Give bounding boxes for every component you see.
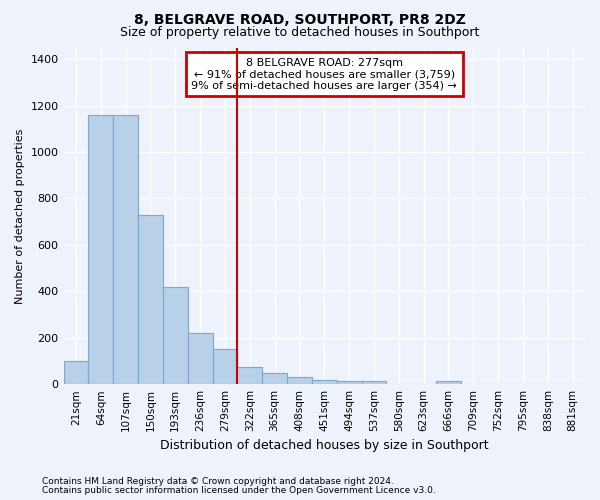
Bar bbox=[436, 380, 461, 384]
Bar bbox=[138, 214, 163, 384]
Bar bbox=[113, 115, 138, 384]
Bar bbox=[287, 377, 312, 384]
Bar bbox=[64, 361, 88, 384]
Bar bbox=[188, 333, 212, 384]
Bar bbox=[362, 380, 386, 384]
Bar bbox=[312, 380, 337, 384]
Text: Contains public sector information licensed under the Open Government Licence v3: Contains public sector information licen… bbox=[42, 486, 436, 495]
Text: Size of property relative to detached houses in Southport: Size of property relative to detached ho… bbox=[121, 26, 479, 39]
Bar bbox=[337, 380, 362, 384]
Y-axis label: Number of detached properties: Number of detached properties bbox=[15, 128, 25, 304]
Text: 8, BELGRAVE ROAD, SOUTHPORT, PR8 2DZ: 8, BELGRAVE ROAD, SOUTHPORT, PR8 2DZ bbox=[134, 12, 466, 26]
Bar bbox=[163, 286, 188, 384]
Bar bbox=[262, 372, 287, 384]
Bar bbox=[212, 350, 238, 384]
X-axis label: Distribution of detached houses by size in Southport: Distribution of detached houses by size … bbox=[160, 440, 488, 452]
Text: Contains HM Land Registry data © Crown copyright and database right 2024.: Contains HM Land Registry data © Crown c… bbox=[42, 477, 394, 486]
Bar bbox=[88, 115, 113, 384]
Text: 8 BELGRAVE ROAD: 277sqm
← 91% of detached houses are smaller (3,759)
9% of semi-: 8 BELGRAVE ROAD: 277sqm ← 91% of detache… bbox=[191, 58, 457, 91]
Bar bbox=[238, 367, 262, 384]
